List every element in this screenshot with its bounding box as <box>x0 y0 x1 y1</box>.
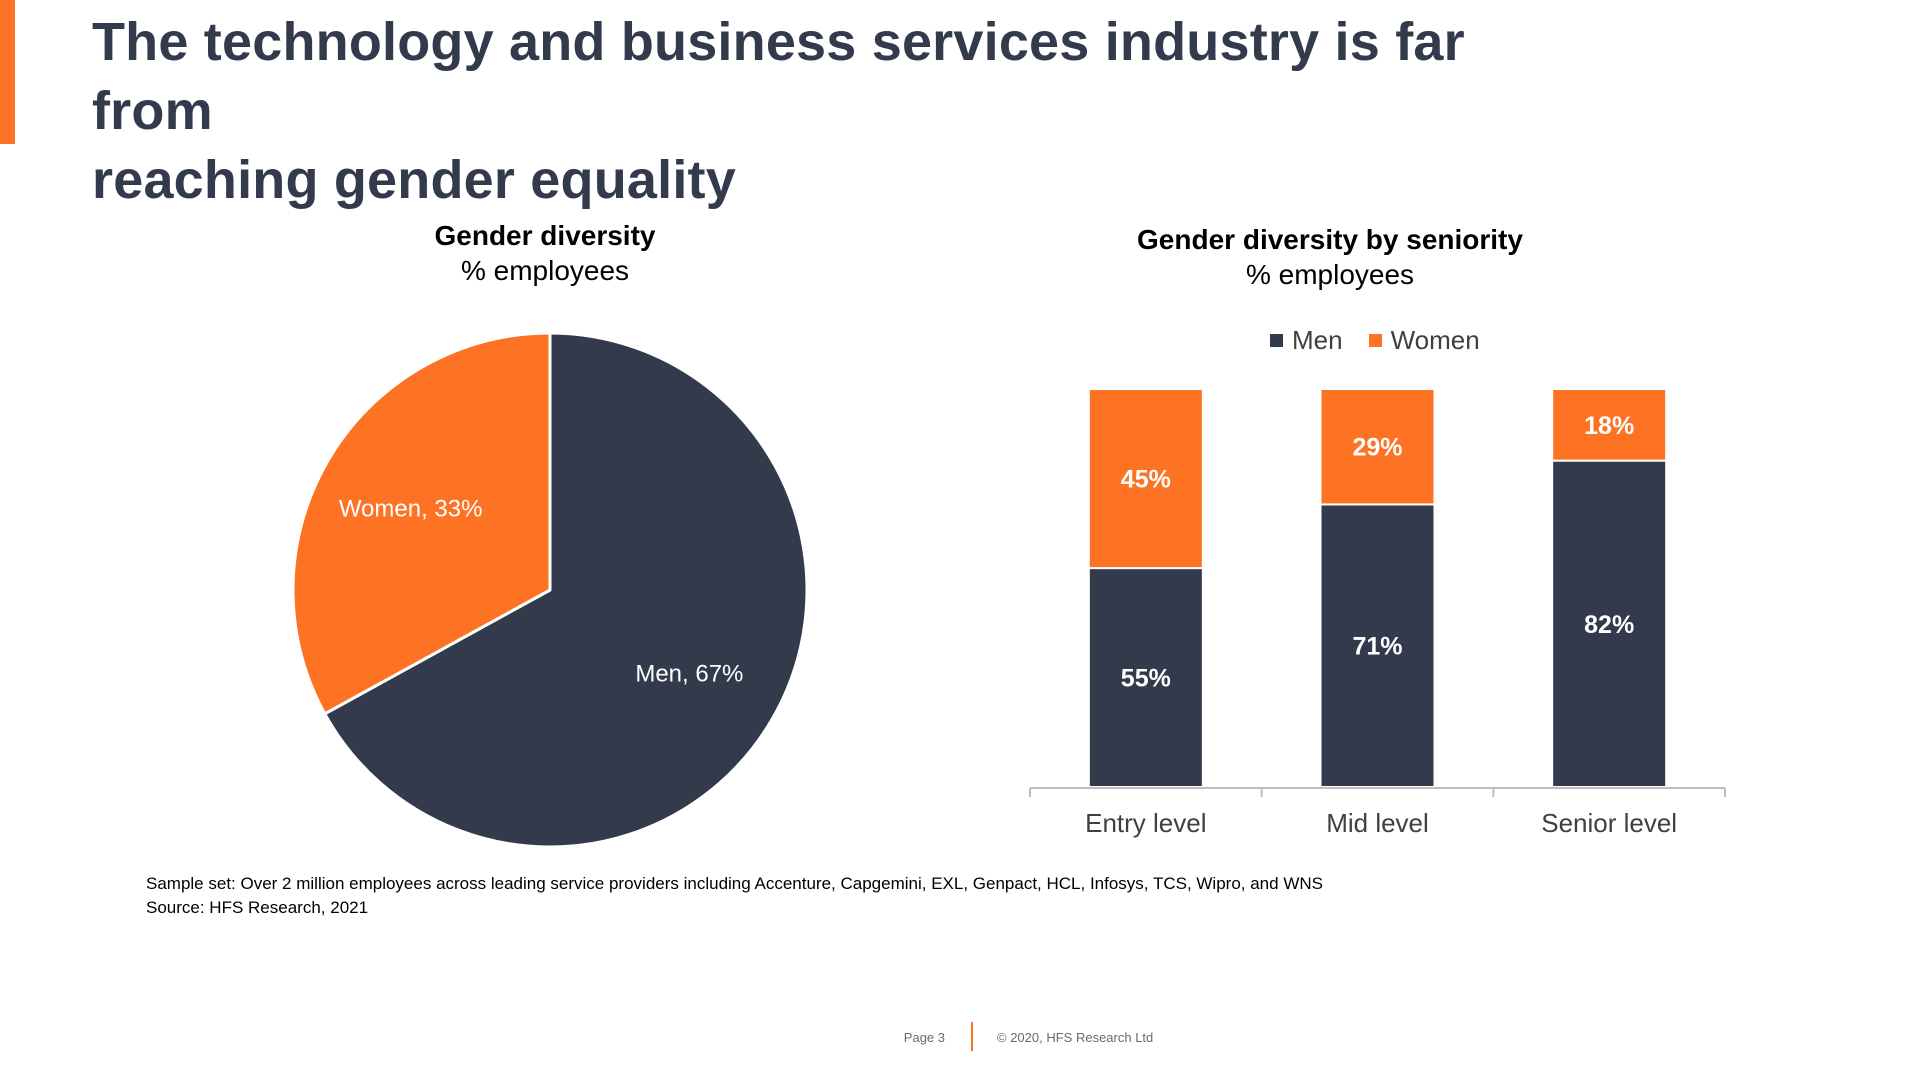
data-label-men-entry-level: 55% <box>1121 665 1171 693</box>
data-label-women-entry-level: 45% <box>1121 466 1171 494</box>
bar-men-senior-level <box>1551 459 1668 788</box>
slide-title-line-2: reaching gender equality <box>92 150 736 210</box>
footer-divider <box>971 1022 973 1051</box>
legend-swatch-women <box>1368 334 1382 347</box>
data-label-men-senior-level: 82% <box>1584 611 1634 639</box>
legend-item-women: Women <box>1368 325 1480 356</box>
pie-label-women: Women, 33% <box>339 496 483 523</box>
footnote-sample: Sample set: Over 2 million employees acr… <box>146 874 1323 893</box>
bar-chart-legend: Men Women <box>1270 325 1506 356</box>
bar-chart-title: Gender diversity by seniority % employee… <box>1070 222 1590 292</box>
pie-chart: Men, 67% Women, 33% <box>291 331 809 849</box>
footer: Page 3 © 2020, HFS Research Ltd <box>0 1022 1920 1052</box>
bar-men-entry-level <box>1087 567 1204 788</box>
pie-chart-title: Gender diversity % employees <box>345 218 745 288</box>
bar-chart-title-text: Gender diversity by seniority <box>1137 224 1523 255</box>
legend-label-women: Women <box>1390 325 1480 355</box>
stacked-bar-chart: 55% 45% Entry level 71% 29% Mid level 82% 18% Se… <box>1029 388 1726 838</box>
pie-label-men: Men, 67% <box>635 660 743 687</box>
pie-slice-men <box>323 331 809 849</box>
footnote-source: Source: HFS Research, 2021 <box>146 898 369 917</box>
slide-title: The technology and business services ind… <box>92 8 1592 215</box>
legend-label-men: Men <box>1292 325 1343 355</box>
page-number: Page 3 <box>903 1030 945 1045</box>
slide-title-line-1: The technology and business services ind… <box>92 12 1465 141</box>
data-label-women-mid-level: 29% <box>1352 434 1402 462</box>
accent-bar <box>0 0 15 144</box>
bar-men-mid-level <box>1319 503 1436 788</box>
bar-women-entry-level <box>1087 388 1204 570</box>
legend-swatch-men <box>1270 334 1283 347</box>
legend-item-men: Men <box>1270 325 1343 356</box>
pie-chart-subtitle: % employees <box>460 255 630 286</box>
x-tick-label-entry-level: Entry level <box>1085 808 1206 838</box>
x-tick-label-senior-level: Senior level <box>1541 808 1677 838</box>
footnote: Sample set: Over 2 million employees acr… <box>146 872 1323 920</box>
copyright: © 2020, HFS Research Ltd <box>997 1030 1154 1045</box>
data-label-women-senior-level: 18% <box>1584 412 1634 440</box>
x-tick-label-mid-level: Mid level <box>1326 808 1429 838</box>
bar-women-senior-level <box>1551 388 1668 462</box>
bar-chart-subtitle: % employees <box>1245 259 1415 290</box>
bar-women-mid-level <box>1319 388 1436 506</box>
pie-chart-title-text: Gender diversity <box>434 220 656 251</box>
pie-slice-women <box>291 331 552 716</box>
data-label-men-mid-level: 71% <box>1352 633 1402 661</box>
